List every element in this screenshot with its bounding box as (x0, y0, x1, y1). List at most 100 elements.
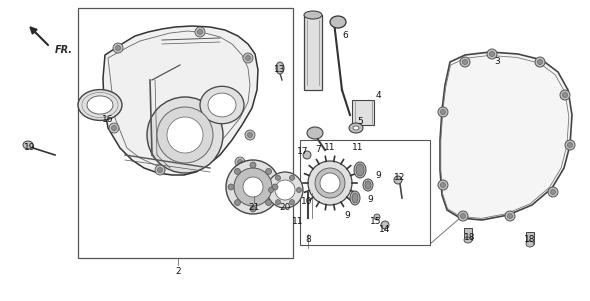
Polygon shape (440, 52, 572, 220)
Text: 11: 11 (352, 144, 364, 153)
Ellipse shape (208, 93, 236, 117)
Ellipse shape (349, 123, 363, 133)
Text: 19: 19 (24, 142, 36, 151)
Text: 2: 2 (175, 268, 181, 277)
Ellipse shape (147, 97, 223, 173)
Text: 16: 16 (102, 116, 114, 125)
Text: 8: 8 (305, 235, 311, 244)
Ellipse shape (247, 132, 253, 138)
Ellipse shape (158, 167, 162, 172)
Ellipse shape (356, 164, 364, 176)
Ellipse shape (307, 127, 323, 139)
Ellipse shape (276, 200, 280, 205)
Ellipse shape (507, 213, 513, 219)
Ellipse shape (266, 169, 271, 175)
Ellipse shape (365, 181, 371, 189)
Ellipse shape (87, 96, 113, 114)
Ellipse shape (234, 168, 272, 206)
Ellipse shape (461, 213, 466, 219)
Text: 18: 18 (464, 234, 476, 243)
Text: 4: 4 (375, 91, 381, 100)
Ellipse shape (463, 60, 467, 64)
Ellipse shape (315, 168, 345, 198)
Ellipse shape (250, 206, 256, 212)
Ellipse shape (266, 200, 271, 206)
Ellipse shape (562, 92, 568, 98)
Ellipse shape (535, 57, 545, 67)
Ellipse shape (297, 188, 301, 193)
Text: 12: 12 (394, 173, 406, 182)
Bar (304, 15, 322, 90)
Ellipse shape (276, 175, 280, 180)
Text: 9: 9 (375, 172, 381, 181)
Text: 5: 5 (357, 117, 363, 126)
Ellipse shape (537, 60, 542, 64)
Ellipse shape (267, 172, 303, 208)
Ellipse shape (228, 184, 234, 190)
Ellipse shape (374, 214, 380, 220)
Text: 11: 11 (324, 144, 336, 153)
Ellipse shape (487, 49, 497, 59)
Ellipse shape (394, 176, 402, 184)
Ellipse shape (112, 126, 116, 131)
Ellipse shape (381, 221, 389, 229)
Ellipse shape (568, 142, 572, 147)
Ellipse shape (354, 162, 366, 178)
Text: 14: 14 (379, 225, 391, 234)
Ellipse shape (113, 43, 123, 53)
Ellipse shape (226, 160, 280, 214)
Ellipse shape (363, 179, 373, 191)
Ellipse shape (235, 157, 245, 167)
Ellipse shape (320, 173, 340, 193)
Text: 21: 21 (248, 203, 260, 212)
Ellipse shape (245, 55, 251, 61)
Ellipse shape (276, 62, 284, 74)
Ellipse shape (268, 188, 274, 193)
Ellipse shape (116, 45, 120, 51)
Text: 20: 20 (279, 203, 291, 213)
Bar (300, 140, 430, 245)
Ellipse shape (565, 140, 575, 150)
Ellipse shape (78, 90, 122, 120)
Ellipse shape (157, 107, 213, 163)
Ellipse shape (243, 53, 253, 63)
Ellipse shape (198, 29, 202, 35)
Ellipse shape (304, 11, 322, 19)
Ellipse shape (200, 86, 244, 124)
Text: 13: 13 (274, 66, 286, 75)
Bar (526, 232, 534, 244)
Ellipse shape (438, 180, 448, 190)
Ellipse shape (458, 211, 468, 221)
Ellipse shape (275, 180, 295, 200)
Text: 18: 18 (525, 235, 536, 244)
Polygon shape (103, 26, 258, 175)
Ellipse shape (272, 184, 278, 190)
Ellipse shape (350, 191, 360, 205)
Ellipse shape (490, 51, 494, 57)
Ellipse shape (548, 187, 558, 197)
Ellipse shape (290, 175, 294, 180)
Text: 10: 10 (301, 197, 313, 206)
Ellipse shape (560, 90, 570, 100)
Ellipse shape (441, 110, 445, 114)
Ellipse shape (234, 200, 241, 206)
Ellipse shape (460, 57, 470, 67)
Ellipse shape (441, 182, 445, 188)
Ellipse shape (290, 200, 294, 205)
Bar (78, 8, 293, 258)
Ellipse shape (109, 123, 119, 133)
Ellipse shape (234, 169, 241, 175)
Ellipse shape (526, 241, 534, 247)
Bar (464, 228, 472, 240)
Ellipse shape (167, 117, 203, 153)
Ellipse shape (155, 165, 165, 175)
Text: 6: 6 (342, 30, 348, 39)
Ellipse shape (330, 16, 346, 28)
Ellipse shape (438, 107, 448, 117)
Ellipse shape (505, 211, 515, 221)
Ellipse shape (238, 160, 242, 165)
Ellipse shape (243, 177, 263, 197)
Text: 9: 9 (367, 196, 373, 204)
Text: 7: 7 (315, 145, 321, 154)
Bar (352, 100, 374, 125)
